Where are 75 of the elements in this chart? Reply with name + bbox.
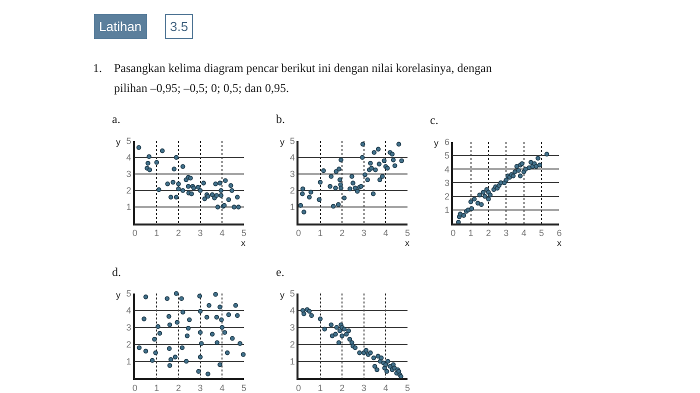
y-tick-label: 2 [290, 339, 295, 350]
x-tick-label: 4 [521, 228, 526, 238]
x-tick-label: 3 [198, 228, 203, 238]
x-tick-label: 4 [383, 382, 388, 393]
y-tick-label: 1 [290, 356, 295, 366]
x-tick-label: 4 [383, 228, 388, 238]
text: 1. [93, 61, 102, 75]
y-tick-label: 3 [290, 169, 295, 180]
x-tick-label: 2 [486, 228, 491, 238]
y-axis-title: y [116, 290, 121, 300]
text: Pasangkan kelima diagram pencar berikut ini dengan nilai korelasinya, dengan [114, 61, 492, 75]
y-tick-label: 3 [290, 322, 295, 333]
x-tick-label: 0 [450, 228, 456, 238]
y-tick-label: 1 [290, 202, 295, 212]
y-tick-label: 4 [290, 152, 295, 163]
chart-title: e. [276, 265, 284, 279]
text: Latihan [99, 19, 142, 34]
x-axis-title: x [557, 238, 562, 248]
x-tick-label: 1 [154, 382, 160, 393]
x-tick-label: 0 [132, 382, 138, 393]
x-tick-label: 0 [296, 228, 301, 238]
y-tick-label: 1 [444, 205, 450, 216]
x-tick-label: 5 [539, 228, 544, 238]
y-tick-label: 6 [444, 137, 450, 148]
x-tick-label: 4 [220, 382, 225, 393]
x-tick-label: 2 [176, 382, 181, 393]
y-tick-label: 2 [126, 339, 132, 350]
y-axis-title: y [116, 137, 121, 147]
y-tick-label: 4 [126, 306, 132, 316]
y-tick-label: 1 [126, 202, 132, 212]
y-tick-label: 3 [126, 169, 132, 180]
text: 3.5 [170, 19, 188, 34]
y-axis-title: y [434, 138, 439, 148]
y-tick-label: 5 [290, 136, 295, 146]
y-tick-label: 3 [126, 322, 132, 333]
x-tick-label: 3 [361, 382, 366, 393]
y-tick-label: 3 [444, 178, 450, 188]
x-tick-label: 5 [241, 228, 246, 238]
y-tick-label: 2 [290, 186, 295, 196]
x-axis-title: x [405, 238, 410, 248]
chart-title: d. [112, 265, 121, 279]
x-tick-label: 5 [241, 382, 246, 393]
x-tick-label: 2 [340, 228, 345, 238]
x-tick-label: 1 [154, 228, 160, 238]
x-tick-label: 5 [405, 228, 410, 238]
y-axis-title: y [280, 137, 285, 147]
text: pilihan –0,95; –0,5; 0; 0,5; dan 0,95. [114, 81, 289, 95]
x-tick-label: 1 [468, 228, 474, 238]
y-tick-label: 2 [444, 192, 450, 202]
y-tick-label: 4 [290, 306, 295, 316]
x-tick-label: 1 [318, 228, 323, 238]
x-tick-label: 5 [405, 382, 410, 393]
chart-title: a. [112, 112, 120, 126]
x-tick-label: 2 [340, 382, 345, 393]
x-tick-label: 3 [361, 228, 366, 238]
x-tick-label: 3 [504, 228, 509, 238]
y-axis-title: y [280, 290, 285, 300]
y-tick-label: 1 [126, 356, 132, 366]
x-tick-label: 1 [318, 382, 323, 393]
x-tick-label: 4 [220, 228, 225, 238]
y-tick-label: 2 [126, 186, 132, 196]
y-tick-label: 4 [126, 152, 132, 163]
y-tick-label: 5 [444, 150, 450, 161]
x-axis-title: x [241, 238, 246, 248]
x-tick-label: 0 [296, 382, 301, 393]
x-tick-label: 6 [556, 228, 562, 238]
y-tick-label: 5 [290, 288, 295, 299]
y-tick-label: 5 [126, 136, 132, 146]
y-tick-label: 4 [444, 164, 450, 174]
x-tick-label: 3 [198, 382, 203, 393]
chart-title: c. [430, 113, 438, 127]
x-tick-label: 0 [132, 228, 138, 238]
y-tick-label: 5 [126, 288, 132, 299]
chart-title: b. [276, 112, 285, 126]
x-tick-label: 2 [176, 228, 181, 238]
